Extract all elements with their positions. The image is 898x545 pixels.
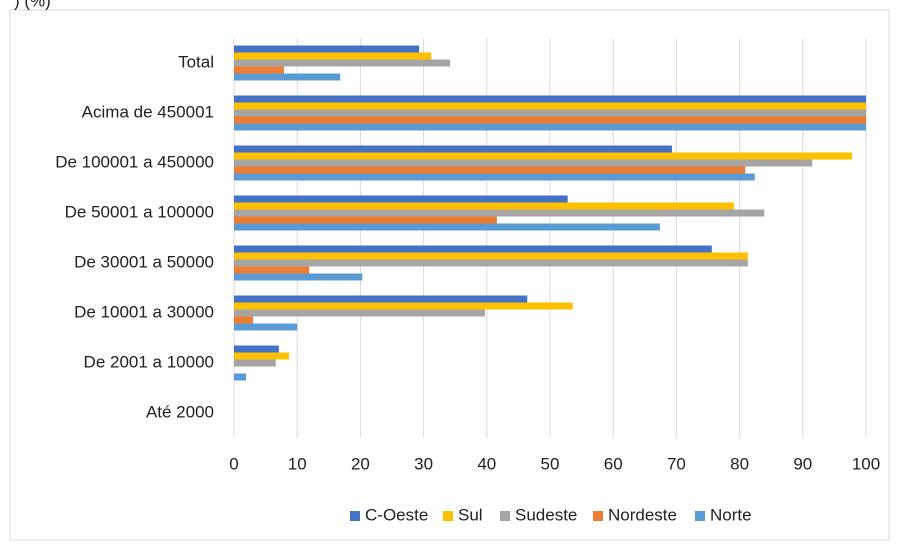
bar: [234, 209, 765, 217]
y-tick-label: De 2001 a 10000: [84, 352, 214, 371]
bar: [234, 309, 485, 317]
bar: [234, 123, 866, 131]
bar: [234, 295, 528, 303]
bar: [234, 109, 866, 117]
legend-label: Sul: [458, 505, 483, 524]
bar: [234, 102, 866, 110]
bar: [234, 173, 755, 181]
x-tick-label: 100: [852, 454, 880, 473]
bar: [234, 259, 748, 267]
bar: [234, 145, 672, 153]
bar: [234, 45, 420, 53]
bar: [234, 359, 276, 367]
bar: [234, 345, 279, 353]
bar: [234, 202, 734, 210]
legend-label: Sudeste: [515, 505, 577, 524]
legend-swatch: [695, 511, 705, 521]
bar: [234, 152, 853, 160]
y-tick-label: De 100001 a 450000: [55, 152, 214, 171]
legend-label: C-Oeste: [365, 505, 428, 524]
bar: [234, 373, 247, 381]
legend-swatch: [500, 511, 510, 521]
x-tick-label: 0: [229, 454, 238, 473]
bar: [234, 166, 746, 174]
bar: [234, 59, 451, 67]
bar: [234, 223, 660, 231]
x-tick-label: 70: [667, 454, 686, 473]
y-tick-label: Até 2000: [146, 402, 214, 421]
legend-swatch: [350, 511, 360, 521]
y-tick-label: Total: [178, 52, 214, 71]
bar: [234, 266, 310, 274]
chart-title: ) (%): [14, 0, 51, 10]
bar: [234, 252, 748, 260]
x-tick-label: 20: [351, 454, 370, 473]
legend-swatch: [593, 511, 603, 521]
y-tick-label: De 50001 a 100000: [65, 202, 214, 221]
bar: [234, 302, 573, 310]
x-tick-label: 90: [793, 454, 812, 473]
x-tick-label: 30: [414, 454, 433, 473]
bar: [234, 323, 298, 331]
x-tick-label: 60: [604, 454, 623, 473]
bar: [234, 216, 497, 224]
bar: [234, 95, 866, 103]
bar: [234, 316, 253, 324]
y-tick-label: De 10001 a 30000: [74, 302, 214, 321]
y-tick-label: De 30001 a 50000: [74, 252, 214, 271]
bar: [234, 52, 432, 60]
bar: [234, 116, 866, 124]
bar: [234, 245, 712, 253]
y-tick-label: Acima de 450001: [82, 102, 214, 121]
bar: [234, 73, 341, 81]
legend-swatch: [443, 511, 453, 521]
bar: [234, 66, 284, 74]
bar: [234, 273, 363, 281]
x-tick-label: 10: [288, 454, 307, 473]
x-tick-label: 80: [730, 454, 749, 473]
bar: [234, 195, 568, 203]
bar: [234, 352, 289, 360]
legend-label: Norte: [710, 505, 752, 524]
chart-frame: [9, 9, 890, 541]
bar: [234, 159, 813, 167]
legend-label: Nordeste: [608, 505, 677, 524]
x-tick-label: 40: [477, 454, 496, 473]
x-tick-label: 50: [541, 454, 560, 473]
